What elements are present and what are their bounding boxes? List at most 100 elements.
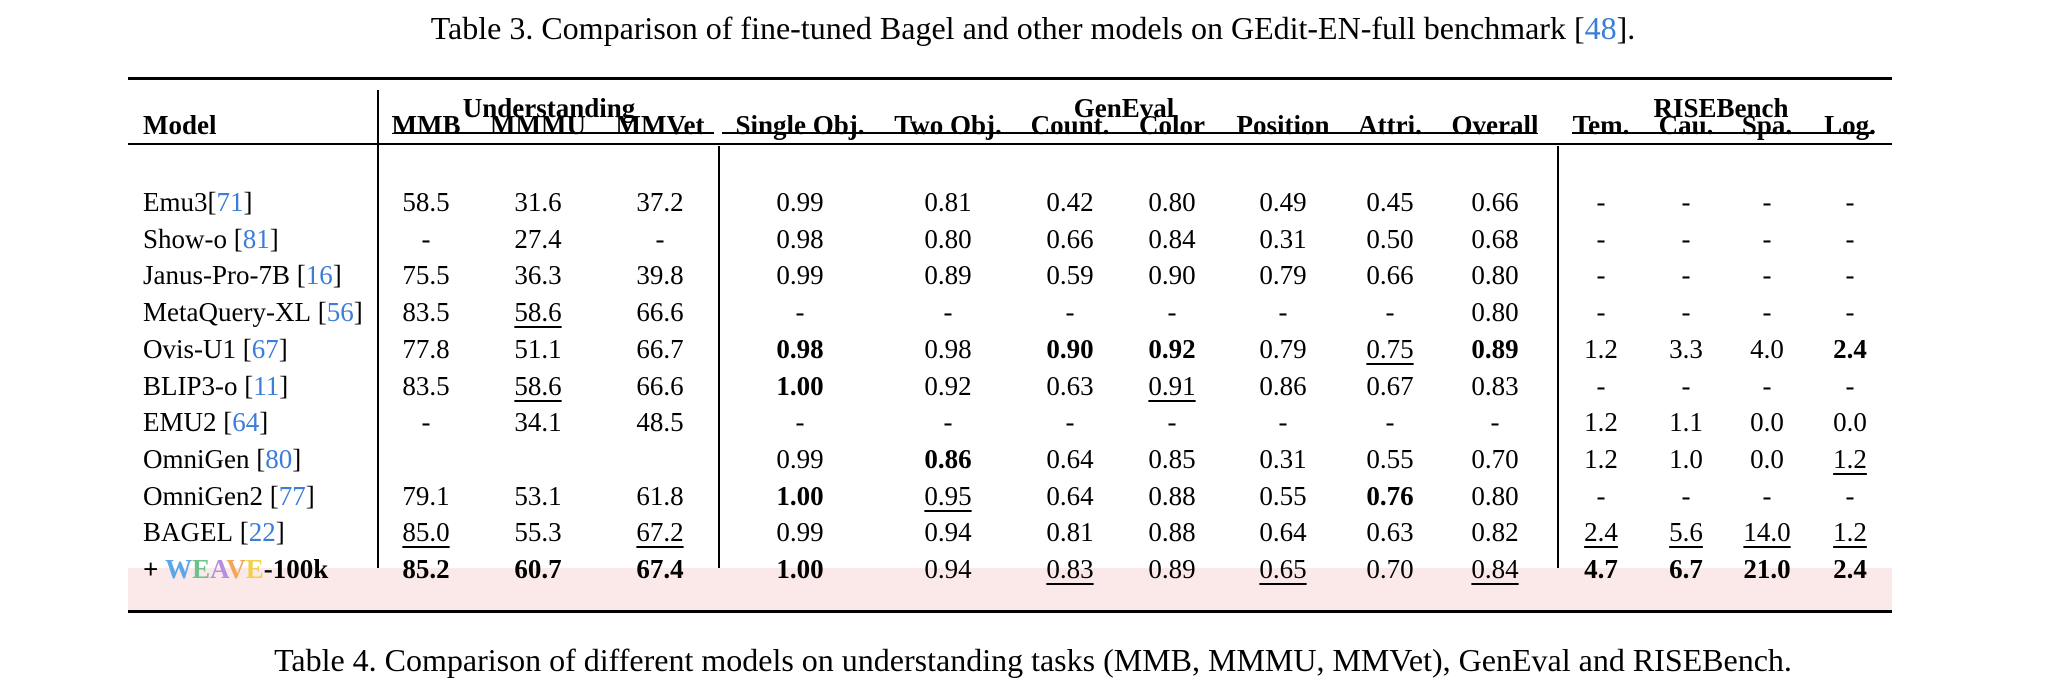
column-header-log: Log. (1824, 110, 1876, 140)
column-header-model: Model (143, 110, 217, 140)
table-cell: 77.8 (402, 333, 450, 364)
table-cell: 0.94 (924, 554, 972, 584)
table-cell: 0.86 (1259, 370, 1307, 401)
model-name: Ovis-U1 [67] (143, 333, 288, 364)
table-cell: 0.89 (1471, 333, 1519, 364)
model-name: BLIP3-o [11] (143, 370, 289, 401)
citation-link[interactable]: 11 (253, 370, 280, 401)
citation-link[interactable]: 71 (216, 187, 244, 217)
table-cell: 0.98 (776, 223, 824, 254)
table-cell: 83.5 (402, 370, 450, 401)
column-header-two-obj: Two Obj. (894, 110, 1002, 140)
citation-link[interactable]: 77 (278, 480, 306, 511)
citation-link[interactable]: 56 (326, 297, 354, 328)
table-cell: 0.90 (1046, 333, 1094, 364)
table-cell: 0.65 (1259, 554, 1307, 584)
table-cell: 0.91 (1148, 370, 1196, 401)
table-cell: 60.7 (514, 554, 562, 584)
weave-row-highlight (128, 568, 1892, 610)
model-name: Emu3[71] (143, 187, 253, 217)
table-cell: 53.1 (514, 480, 562, 511)
table-cell: 0.59 (1046, 260, 1094, 291)
table-cell: - (943, 297, 953, 328)
model-name: Show-o [81] (143, 223, 279, 254)
column-header-color: Color (1139, 110, 1205, 140)
table-cell: - (1845, 260, 1855, 291)
model-name: BAGEL [22] (143, 517, 285, 548)
citation-link[interactable]: 48 (1584, 10, 1617, 46)
table-cell: 0.99 (776, 443, 824, 474)
table-cell: - (1681, 370, 1691, 401)
table-cell: 5.6 (1669, 517, 1703, 548)
citation-link[interactable]: 22 (248, 517, 276, 548)
table-cell: - (1845, 297, 1855, 328)
table-cell: 0.99 (776, 517, 824, 548)
table-cell: 0.98 (924, 333, 972, 364)
table-cell: - (943, 407, 953, 438)
table-cell: 0.31 (1259, 223, 1307, 254)
table-cell: 0.75 (1366, 333, 1414, 364)
citation-link[interactable]: 81 (242, 223, 270, 254)
table-cell: 0.64 (1259, 517, 1307, 548)
column-header-mmb: MMB (391, 110, 461, 140)
table-cell: 0.50 (1366, 223, 1414, 254)
table-cell: - (1762, 187, 1772, 217)
table-cell: 58.6 (514, 370, 562, 401)
table-cell: 66.7 (636, 333, 684, 364)
table-cell: 0.76 (1366, 480, 1414, 511)
model-name: EMU2 [64] (143, 407, 269, 438)
table-cell: 67.2 (636, 517, 684, 548)
table-cell: 0.66 (1046, 223, 1094, 254)
table-cell: - (421, 407, 431, 438)
table-cell: 36.3 (514, 260, 562, 291)
header-bottom-rule (128, 143, 1892, 145)
table3-caption: Table 3. Comparison of fine-tuned Bagel … (430, 10, 1636, 46)
table-cell: - (1762, 223, 1772, 254)
table-cell: - (1490, 407, 1500, 438)
citation-link[interactable]: 64 (232, 407, 260, 438)
table-cell: - (1681, 480, 1691, 511)
table-cell: - (795, 407, 805, 438)
citation-link[interactable]: 16 (305, 260, 333, 291)
table-cell: 4.7 (1584, 554, 1618, 584)
table-cell: - (1596, 260, 1606, 291)
table-cell: 0.81 (924, 187, 972, 217)
table-cell: 0.64 (1046, 443, 1094, 474)
table-cell: 2.4 (1833, 554, 1867, 584)
table-cell: 0.80 (1471, 297, 1519, 328)
table-cell: 0.66 (1366, 260, 1414, 291)
citation-link[interactable]: 80 (265, 443, 293, 474)
table-cell: 0.80 (1471, 260, 1519, 291)
column-separator-model (377, 90, 379, 610)
table-cell: 0.84 (1148, 223, 1196, 254)
table-cell: 0.95 (924, 480, 972, 511)
table-top-rule (128, 77, 1892, 80)
citation-link[interactable]: 67 (251, 333, 279, 364)
table-cell: 0.92 (924, 370, 972, 401)
column-header-spa: Spa. (1741, 110, 1793, 140)
table-cell: - (1762, 260, 1772, 291)
table-cell: - (1278, 297, 1288, 328)
table-cell: 1.2 (1833, 443, 1867, 474)
table-cell: 0.66 (1471, 187, 1519, 217)
table-cell: 1.2 (1584, 407, 1618, 438)
table-cell: 0.98 (776, 333, 824, 364)
table-cell: - (1596, 223, 1606, 254)
column-header-single-obj: Single Obj. (735, 110, 865, 140)
table-cell: 0.84 (1471, 554, 1519, 584)
table-cell: 0.79 (1259, 260, 1307, 291)
table-cell: 14.0 (1743, 517, 1791, 548)
table-cell: 0.83 (1471, 370, 1519, 401)
table-cell: - (1681, 223, 1691, 254)
table-cell: 58.6 (514, 297, 562, 328)
table-cell: - (1845, 187, 1855, 217)
table-cell: - (1385, 297, 1395, 328)
geneval-group-rule (722, 132, 1534, 134)
table-cell: - (1065, 297, 1075, 328)
table-cell: - (1845, 480, 1855, 511)
table-cell: 1.2 (1584, 443, 1618, 474)
table-cell: 2.4 (1833, 333, 1867, 364)
table-cell: 55.3 (514, 517, 562, 548)
table-cell: - (1596, 187, 1606, 217)
table-cell: 58.5 (402, 187, 450, 217)
